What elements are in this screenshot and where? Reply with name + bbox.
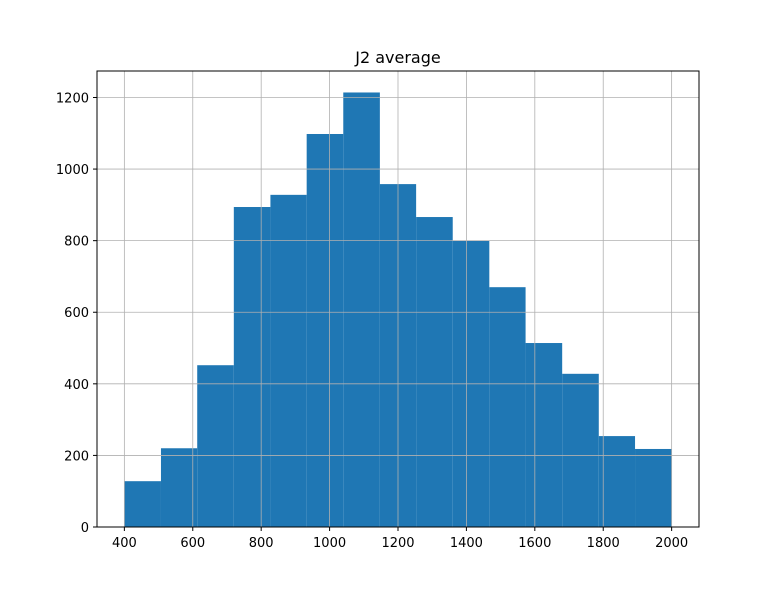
histogram-bar <box>197 365 234 527</box>
histogram-bar <box>160 448 198 527</box>
histogram-bar <box>525 343 563 527</box>
chart-title: J2 average <box>354 48 440 67</box>
y-tick-label: 1000 <box>56 163 89 178</box>
histogram-bar <box>343 92 380 527</box>
histogram-bar <box>270 194 307 527</box>
x-tick-label: 1600 <box>518 536 551 551</box>
x-tick-label: 2000 <box>655 536 688 551</box>
y-tick-label: 0 <box>81 521 89 536</box>
histogram-bar <box>124 481 161 527</box>
y-tick-label: 800 <box>64 235 89 250</box>
histogram-bar <box>233 207 271 527</box>
x-tick-label: 400 <box>112 536 137 551</box>
y-tick-label: 400 <box>64 378 89 393</box>
histogram-bar <box>416 217 453 527</box>
x-tick-label: 1400 <box>450 536 483 551</box>
x-tick-label: 1800 <box>587 536 620 551</box>
x-tick-label: 1200 <box>381 536 414 551</box>
histogram-bar <box>562 373 599 527</box>
plot-frame <box>96 70 700 528</box>
y-tick-label: 200 <box>64 449 89 464</box>
ticks-group: 400 600 800 1000 1200 1400 1600 1800 2000 0 200 400… <box>56 91 688 551</box>
x-tick-label: 800 <box>249 536 274 551</box>
x-tick-label: 600 <box>180 536 205 551</box>
histogram-bar <box>635 448 672 527</box>
y-tick-label: 1200 <box>56 91 89 106</box>
y-tick-label: 600 <box>64 306 89 321</box>
histogram-bar <box>598 436 636 527</box>
histogram-bar <box>489 287 526 527</box>
x-tick-label: 1000 <box>313 536 346 551</box>
histogram-bar <box>306 133 344 527</box>
